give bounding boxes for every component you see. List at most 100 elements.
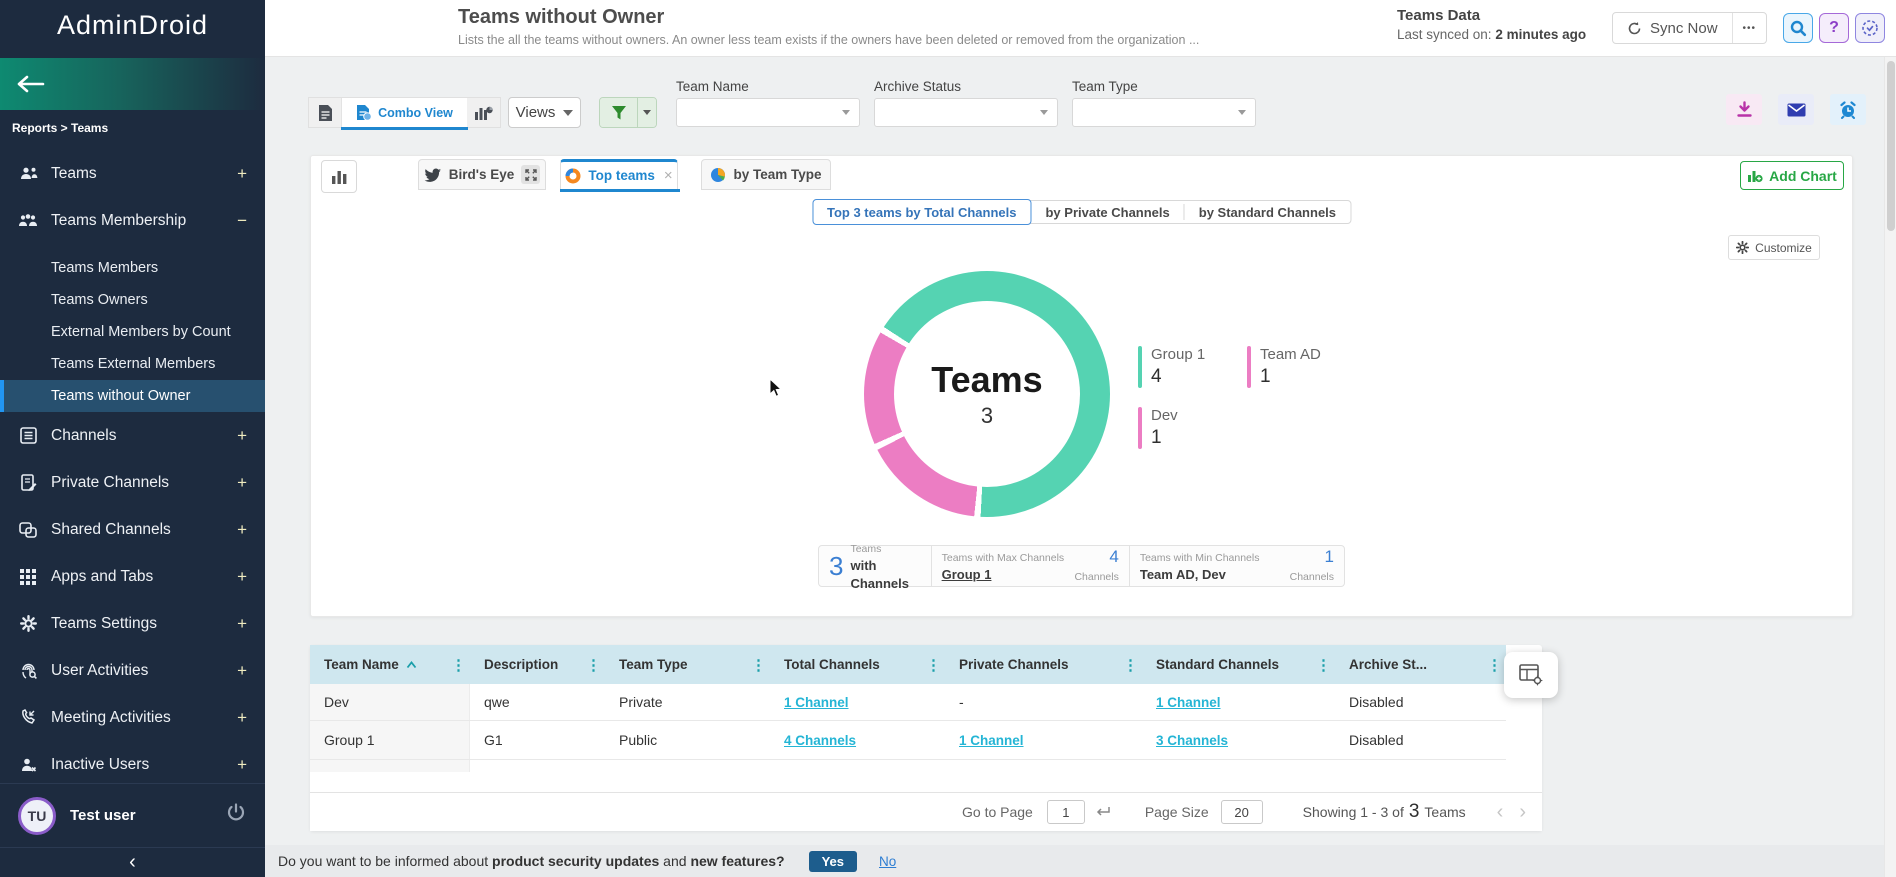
sidebar-subitem-teams-owners[interactable]: Teams Owners	[0, 284, 265, 316]
download-icon	[1736, 101, 1752, 117]
expand-plus-icon[interactable]: +	[237, 660, 247, 680]
sort-asc-icon[interactable]	[406, 660, 417, 669]
expand-plus-icon[interactable]: +	[237, 566, 247, 586]
sync-now-button[interactable]: Sync Now •••	[1612, 12, 1768, 44]
total-channels-link[interactable]: 1 Channel	[784, 694, 849, 710]
table-row[interactable]: Group 1 G1 Public 4 Channels 1 Channel 3…	[310, 721, 1506, 760]
sidebar-subitem-teams-members[interactable]: Teams Members	[0, 252, 265, 284]
sidebar-subitem-teams-external-members[interactable]: Teams External Members	[0, 348, 265, 380]
search-button[interactable]	[1783, 13, 1813, 43]
chip-top-3-teams-by-total-channels[interactable]: Top 3 teams by Total Channels	[811, 199, 1032, 225]
tab-top-teams[interactable]: Top teams ×	[560, 159, 680, 192]
legend-item-group-1[interactable]: Group 1 4	[1138, 346, 1205, 388]
private-channels-icon	[18, 474, 38, 492]
page-number-input[interactable]	[1046, 800, 1085, 824]
column-menu-icon[interactable]: ⋮	[586, 656, 601, 674]
prev-page-icon[interactable]: ‹	[1496, 801, 1504, 823]
column-menu-icon[interactable]: ⋮	[926, 656, 941, 674]
schedule-alert-button[interactable]	[1830, 94, 1866, 125]
filter-button[interactable]	[600, 98, 637, 127]
column-menu-icon[interactable]: ⋮	[451, 656, 466, 674]
column-header-team-name[interactable]: Team Name ⋮	[310, 645, 470, 684]
standard-channels-link[interactable]: 1 Channel	[1156, 694, 1221, 710]
combo-view-tab[interactable]: Combo View	[341, 98, 468, 130]
expand-plus-icon[interactable]: +	[237, 163, 247, 183]
column-chooser-button[interactable]	[1504, 652, 1558, 698]
column-header-archive-status[interactable]: Archive St... ⋮	[1335, 645, 1506, 684]
help-button[interactable]: ?	[1819, 13, 1849, 43]
column-menu-icon[interactable]: ⋮	[1316, 656, 1331, 674]
column-header-team-type[interactable]: Team Type ⋮	[605, 645, 770, 684]
enter-arrow-icon[interactable]	[1095, 806, 1111, 818]
logout-power-icon[interactable]	[225, 802, 247, 829]
legend-label: Group 1	[1151, 346, 1206, 363]
private-channels-link[interactable]: 1 Channel	[959, 732, 1024, 748]
next-page-icon[interactable]: ›	[1519, 801, 1526, 823]
customize-button[interactable]: Customize	[1728, 235, 1820, 260]
column-header-standard-channels[interactable]: Standard Channels ⋮	[1142, 645, 1335, 684]
stat-max-channels: Teams with Max Channels Group 1 4 Channe…	[930, 546, 1129, 586]
vertical-scrollbar[interactable]	[1884, 57, 1896, 877]
chart-type-button[interactable]	[321, 160, 357, 193]
views-dropdown-button[interactable]: Views	[508, 97, 581, 128]
column-header-description[interactable]: Description ⋮	[470, 645, 605, 684]
sidebar-item-user-activities[interactable]: User Activities +	[0, 647, 265, 694]
expand-plus-icon[interactable]: +	[237, 754, 247, 774]
sidebar-subitem-teams-without-owner[interactable]: Teams without Owner	[0, 380, 265, 412]
team-name-filter-select[interactable]	[676, 98, 860, 127]
sidebar-item-teams-membership[interactable]: Teams Membership −	[0, 197, 265, 244]
teams-donut-chart[interactable]: Teams 3	[864, 271, 1110, 517]
close-tab-icon[interactable]: ×	[663, 167, 673, 184]
cell-team-name: Dev	[324, 694, 349, 710]
tab-birds-eye[interactable]: Bird's Eye	[418, 159, 546, 190]
add-chart-button[interactable]: Add Chart	[1740, 161, 1844, 190]
column-header-private-channels[interactable]: Private Channels ⋮	[945, 645, 1142, 684]
expand-plus-icon[interactable]: +	[237, 519, 247, 539]
history-clock-button[interactable]	[1855, 13, 1885, 43]
stat-team-link[interactable]: Group 1	[941, 567, 992, 582]
email-report-button[interactable]	[1778, 94, 1814, 125]
expand-plus-icon[interactable]: +	[237, 707, 247, 727]
chip-by-standard-channels[interactable]: by Standard Channels	[1185, 201, 1350, 223]
column-menu-icon[interactable]: ⋮	[751, 656, 766, 674]
standard-channels-link[interactable]: 3 Channels	[1156, 732, 1229, 748]
expand-plus-icon[interactable]: +	[237, 425, 247, 445]
column-header-total-channels[interactable]: Total Channels ⋮	[770, 645, 945, 684]
legend-item-dev[interactable]: Dev 1	[1138, 407, 1178, 449]
team-type-filter-select[interactable]	[1072, 98, 1256, 127]
sidebar-item-teams-settings[interactable]: Teams Settings +	[0, 600, 265, 647]
expand-plus-icon[interactable]: +	[237, 472, 247, 492]
sync-more-button[interactable]: •••	[1731, 13, 1767, 43]
sidebar-item-teams[interactable]: Teams +	[0, 150, 265, 197]
yes-button[interactable]: Yes	[808, 850, 857, 872]
total-channels-link[interactable]: 4 Channels	[784, 732, 857, 748]
sidebar-item-private-channels[interactable]: Private Channels +	[0, 459, 265, 506]
expand-plus-icon[interactable]: +	[237, 613, 247, 633]
sidebar-item-channels[interactable]: Channels +	[0, 412, 265, 459]
clock-icon	[1862, 20, 1878, 36]
table-row[interactable]: Dev qwe Private 1 Channel - 1 Channel Di…	[310, 684, 1506, 721]
sidebar-collapse-button[interactable]: ‹	[0, 847, 265, 877]
no-link[interactable]: No	[879, 853, 897, 869]
chart-view-tab[interactable]	[467, 98, 500, 127]
tab-by-team-type[interactable]: by Team Type	[701, 159, 831, 190]
avatar[interactable]: TU	[18, 796, 56, 835]
column-menu-icon[interactable]: ⋮	[1123, 656, 1138, 674]
grid-view-tab[interactable]	[309, 98, 342, 127]
sidebar-item-meeting-activities[interactable]: Meeting Activities +	[0, 694, 265, 741]
scrollbar-thumb[interactable]	[1887, 61, 1895, 231]
expand-icon[interactable]	[521, 165, 541, 184]
legend-item-team-ad[interactable]: Team AD 1	[1247, 346, 1321, 388]
back-button[interactable]	[0, 58, 265, 110]
sidebar-item-apps-and-tabs[interactable]: Apps and Tabs +	[0, 553, 265, 600]
chip-by-private-channels[interactable]: by Private Channels	[1031, 201, 1183, 223]
archive-status-filter-select[interactable]	[874, 98, 1058, 127]
page-size-input[interactable]	[1220, 800, 1263, 824]
collapse-minus-icon[interactable]: −	[237, 210, 247, 230]
sidebar-item-shared-channels[interactable]: Shared Channels +	[0, 506, 265, 553]
sidebar-subitem-external-members-by-count[interactable]: External Members by Count	[0, 316, 265, 348]
export-download-button[interactable]	[1726, 94, 1762, 125]
filter-dropdown-button[interactable]	[637, 98, 656, 127]
column-menu-icon[interactable]: ⋮	[1487, 656, 1502, 674]
sidebar-item-inactive-users[interactable]: Inactive Users +	[0, 741, 265, 788]
